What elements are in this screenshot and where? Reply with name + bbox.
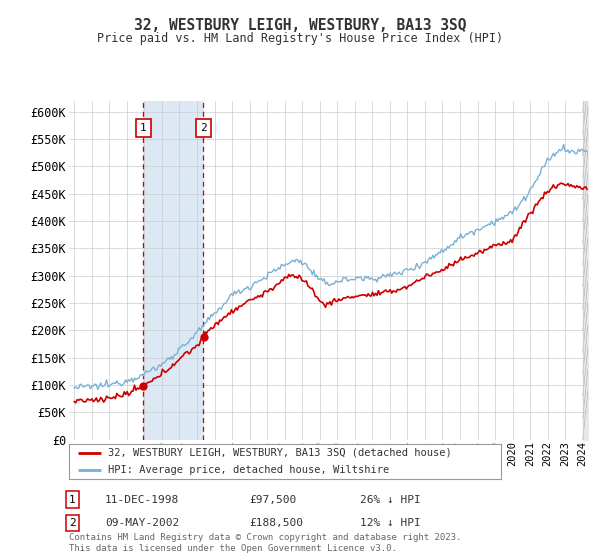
Text: 12% ↓ HPI: 12% ↓ HPI xyxy=(360,518,421,528)
Text: 11-DEC-1998: 11-DEC-1998 xyxy=(105,494,179,505)
Text: £188,500: £188,500 xyxy=(249,518,303,528)
Text: £97,500: £97,500 xyxy=(249,494,296,505)
Text: 26% ↓ HPI: 26% ↓ HPI xyxy=(360,494,421,505)
Bar xyxy=(143,101,203,440)
Text: 2: 2 xyxy=(69,518,76,528)
Text: 1: 1 xyxy=(140,123,147,133)
Text: Price paid vs. HM Land Registry's House Price Index (HPI): Price paid vs. HM Land Registry's House … xyxy=(97,32,503,45)
Text: Contains HM Land Registry data © Crown copyright and database right 2023.
This d: Contains HM Land Registry data © Crown c… xyxy=(69,533,461,553)
Text: 09-MAY-2002: 09-MAY-2002 xyxy=(105,518,179,528)
Text: HPI: Average price, detached house, Wiltshire: HPI: Average price, detached house, Wilt… xyxy=(108,465,389,475)
Text: 32, WESTBURY LEIGH, WESTBURY, BA13 3SQ: 32, WESTBURY LEIGH, WESTBURY, BA13 3SQ xyxy=(134,18,466,33)
Text: 32, WESTBURY LEIGH, WESTBURY, BA13 3SQ (detached house): 32, WESTBURY LEIGH, WESTBURY, BA13 3SQ (… xyxy=(108,448,452,458)
Text: 2: 2 xyxy=(200,123,206,133)
Text: 1: 1 xyxy=(69,494,76,505)
